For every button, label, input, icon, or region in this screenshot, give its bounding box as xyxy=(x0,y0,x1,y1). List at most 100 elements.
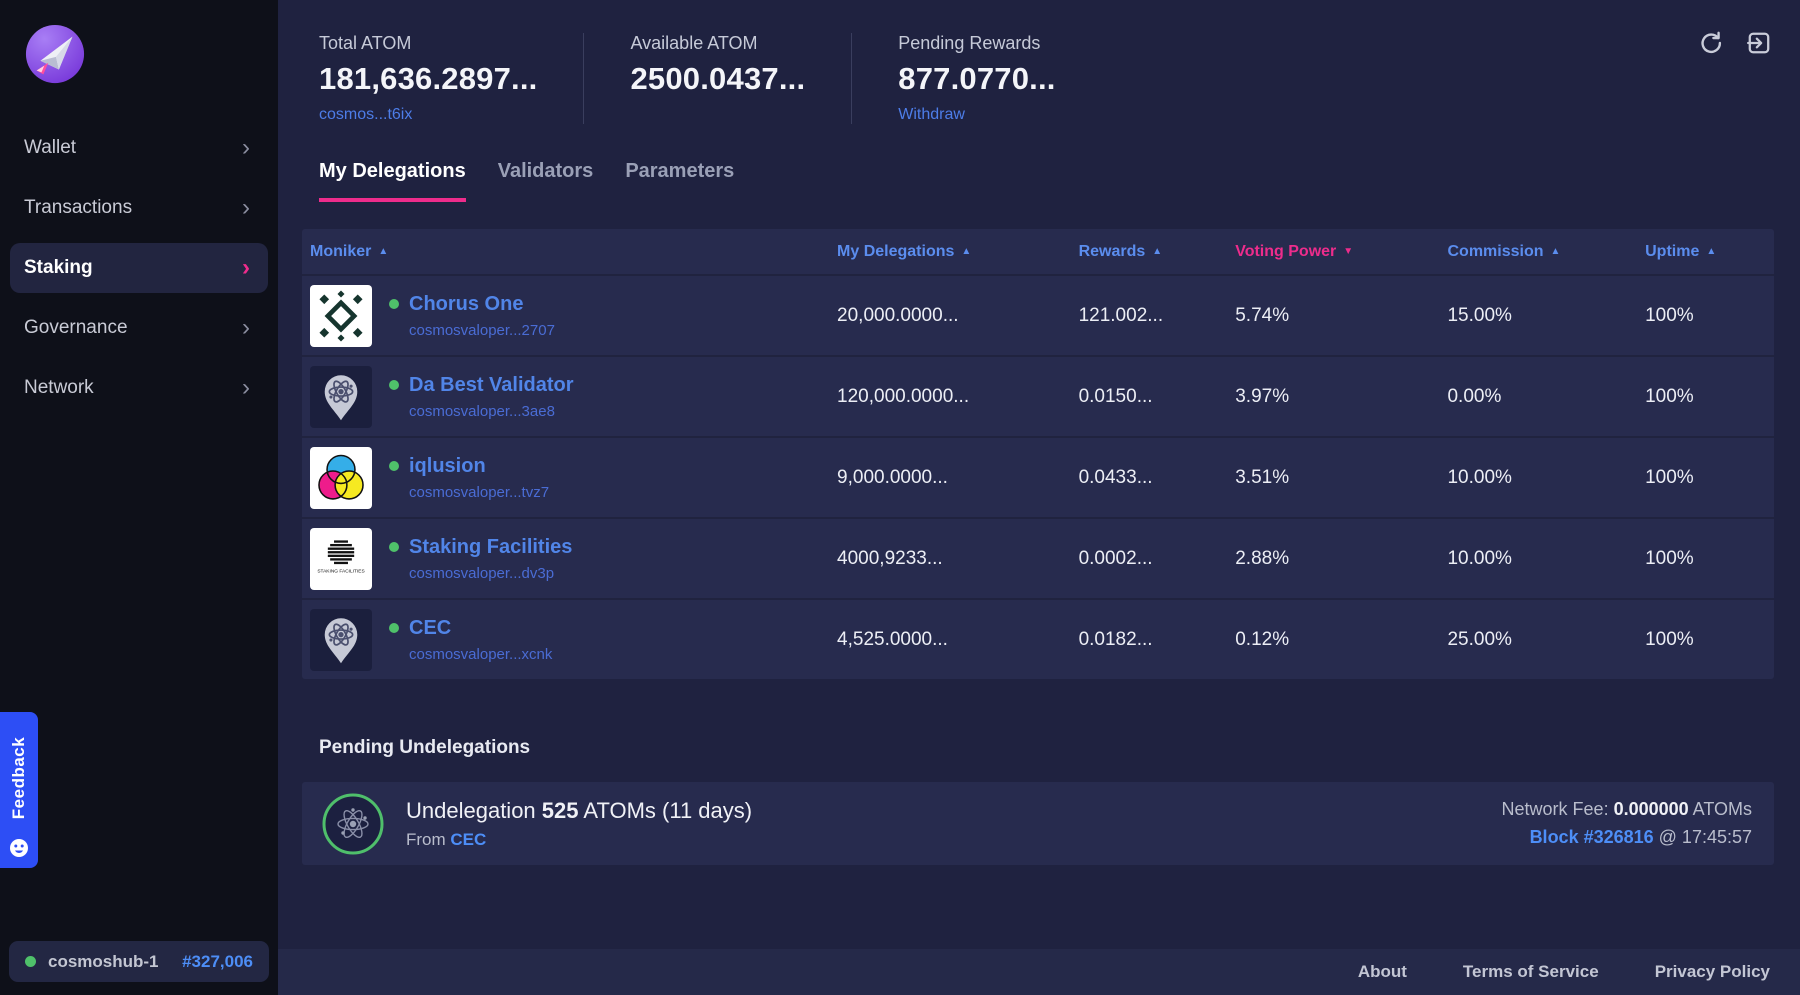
footer: About Terms of Service Privacy Policy xyxy=(278,949,1800,995)
validator-info: iqlusion cosmosvaloper...tvz7 xyxy=(389,455,549,501)
table-row[interactable]: STAKING FACILITIES CEC cosmosvaloper...x… xyxy=(302,598,1774,679)
block-time: @ 17:45:57 xyxy=(1653,827,1752,847)
validator-avatar: STAKING FACILITIES xyxy=(310,365,372,428)
my-delegations-value: 4,525.0000... xyxy=(837,628,948,650)
stat-label: Available ATOM xyxy=(630,33,758,53)
validator-address: cosmosvaloper...2707 xyxy=(409,321,555,339)
column-header-moniker[interactable]: Moniker ▲ xyxy=(310,243,837,261)
feedback-tab[interactable]: Feedback xyxy=(0,712,38,868)
validator-avatar: STAKING FACILITIES xyxy=(310,527,372,590)
chevron-right-icon xyxy=(242,316,250,340)
validator-address: cosmosvaloper...xcnk xyxy=(409,645,553,663)
validator-status-dot xyxy=(389,542,399,552)
footer-link[interactable]: Terms of Service xyxy=(1462,962,1599,981)
tab[interactable]: Validators xyxy=(497,160,594,182)
column-header-voting-power[interactable]: Voting Power ▼ xyxy=(1235,243,1447,261)
validator-avatar: STAKING FACILITIES xyxy=(310,608,372,671)
network-fee-unit: ATOMs xyxy=(1688,799,1752,819)
network-name: cosmoshub-1 xyxy=(48,951,159,971)
wallet-summary-bar: Total ATOM 181,636.2897... cosmos...t6ix… xyxy=(278,0,1800,124)
validator-avatar: STAKING FACILITIES xyxy=(310,446,372,509)
network-fee-label: Network Fee: xyxy=(1501,799,1614,819)
uptime-value: 100% xyxy=(1645,385,1694,407)
stat-available-atom: Available ATOM 2500.0437... xyxy=(583,33,851,124)
validator-status-dot xyxy=(389,623,399,633)
atom-icon xyxy=(322,793,384,855)
withdraw-link[interactable]: Withdraw xyxy=(898,106,965,123)
wallet-address-link[interactable]: cosmos...t6ix xyxy=(319,106,413,123)
voting-power-value: 3.51% xyxy=(1235,466,1290,488)
validator-name-link[interactable]: Chorus One xyxy=(409,292,524,315)
sidebar-item-label: Network xyxy=(24,377,94,398)
column-label: Commission xyxy=(1447,242,1544,260)
refresh-icon[interactable] xyxy=(1698,30,1724,61)
sort-arrow-icon: ▲ xyxy=(1706,246,1717,257)
column-header-my-delegations[interactable]: My Delegations ▲ xyxy=(837,243,1079,261)
rewards-value: 0.0433... xyxy=(1078,466,1153,488)
validator-name-link[interactable]: Da Best Validator xyxy=(409,373,574,396)
sort-arrow-icon: ▼ xyxy=(1343,246,1354,257)
sidebar-item[interactable]: Network xyxy=(10,363,268,413)
tab[interactable]: My Delegations xyxy=(319,160,466,202)
validator-name-link[interactable]: Staking Facilities xyxy=(409,535,573,558)
footer-link[interactable]: About xyxy=(1357,962,1407,981)
uptime-value: 100% xyxy=(1645,466,1694,488)
validator-address: cosmosvaloper...dv3p xyxy=(409,564,555,582)
stat-value: 877.0770... xyxy=(898,61,1056,96)
validator-info: Da Best Validator cosmosvaloper...3ae8 xyxy=(389,374,574,420)
column-header-uptime[interactable]: Uptime ▲ xyxy=(1645,243,1774,261)
main-area: Total ATOM 181,636.2897... cosmos...t6ix… xyxy=(278,0,1800,995)
from-validator-link[interactable]: CEC xyxy=(450,829,487,849)
block-height-link[interactable]: #327,006 xyxy=(182,951,253,971)
voting-power-value: 2.88% xyxy=(1235,547,1290,569)
sidebar-item-label: Wallet xyxy=(24,137,77,158)
sidebar-item[interactable]: Transactions xyxy=(10,183,268,233)
uptime-value: 100% xyxy=(1645,628,1694,650)
column-header-rewards[interactable]: Rewards ▲ xyxy=(1079,243,1236,261)
sort-arrow-icon: ▲ xyxy=(378,246,389,257)
network-status-pill[interactable]: cosmoshub-1 #327,006 xyxy=(9,941,269,982)
cosmos-pin-logo-icon xyxy=(310,365,372,428)
commission-value: 10.00% xyxy=(1447,547,1512,569)
column-header-commission[interactable]: Commission ▲ xyxy=(1447,243,1645,261)
table-row[interactable]: STAKING FACILITIES Chorus One cosmosvalo… xyxy=(302,274,1774,355)
table-row[interactable]: STAKING FACILITIES iqlusion cosmosvalope… xyxy=(302,436,1774,517)
top-actions xyxy=(1698,30,1772,61)
validator-name-link[interactable]: iqlusion xyxy=(409,454,486,477)
sort-arrow-icon: ▲ xyxy=(961,246,972,257)
column-label: Moniker xyxy=(310,242,372,260)
validator-name-link[interactable]: CEC xyxy=(409,616,452,639)
stat-value: 2500.0437... xyxy=(630,61,806,96)
sidebar-item[interactable]: Wallet xyxy=(10,123,268,173)
commission-value: 25.00% xyxy=(1447,628,1512,650)
my-delegations-value: 4000,9233... xyxy=(837,547,943,569)
rewards-value: 0.0182... xyxy=(1078,628,1153,650)
undelegation-amount: 525 xyxy=(541,797,579,823)
undelegation-suffix: ATOMs (11 days) xyxy=(578,797,753,823)
sidebar-item[interactable]: Governance xyxy=(10,303,268,353)
table-row[interactable]: STAKING FACILITIES Staking Facilities co… xyxy=(302,517,1774,598)
moniker-cell: STAKING FACILITIES iqlusion cosmosvalope… xyxy=(310,446,837,509)
moniker-cell: STAKING FACILITIES CEC cosmosvaloper...x… xyxy=(310,608,837,671)
rewards-value: 121.002... xyxy=(1078,304,1164,326)
undelegation-text: Undelegation 525 ATOMs (11 days) From CE… xyxy=(406,798,752,850)
footer-link[interactable]: Privacy Policy xyxy=(1654,962,1770,981)
table-row[interactable]: STAKING FACILITIES Da Best Validator cos… xyxy=(302,355,1774,436)
undelegation-card: Undelegation 525 ATOMs (11 days) From CE… xyxy=(302,782,1774,865)
sidebar-item[interactable]: Staking xyxy=(10,243,268,293)
column-label: My Delegations xyxy=(837,242,955,260)
chevron-right-icon xyxy=(242,136,250,160)
block-link[interactable]: Block #326816 xyxy=(1529,827,1654,847)
network-fee-value: 0.000000 xyxy=(1613,799,1689,819)
stat-label: Total ATOM xyxy=(319,33,412,53)
sign-out-icon[interactable] xyxy=(1746,30,1772,61)
delegations-table: Moniker ▲ My Delegations ▲ Rewards ▲ Vot… xyxy=(302,229,1774,679)
sidebar-item-label: Staking xyxy=(24,257,93,278)
voting-power-value: 0.12% xyxy=(1235,628,1290,650)
tab[interactable]: Parameters xyxy=(625,160,735,182)
voting-power-value: 5.74% xyxy=(1235,304,1290,326)
lunie-logo-icon xyxy=(24,23,86,85)
validator-info: Staking Facilities cosmosvaloper...dv3p xyxy=(389,536,572,582)
validator-status-dot xyxy=(389,380,399,390)
spacer xyxy=(278,865,1800,949)
